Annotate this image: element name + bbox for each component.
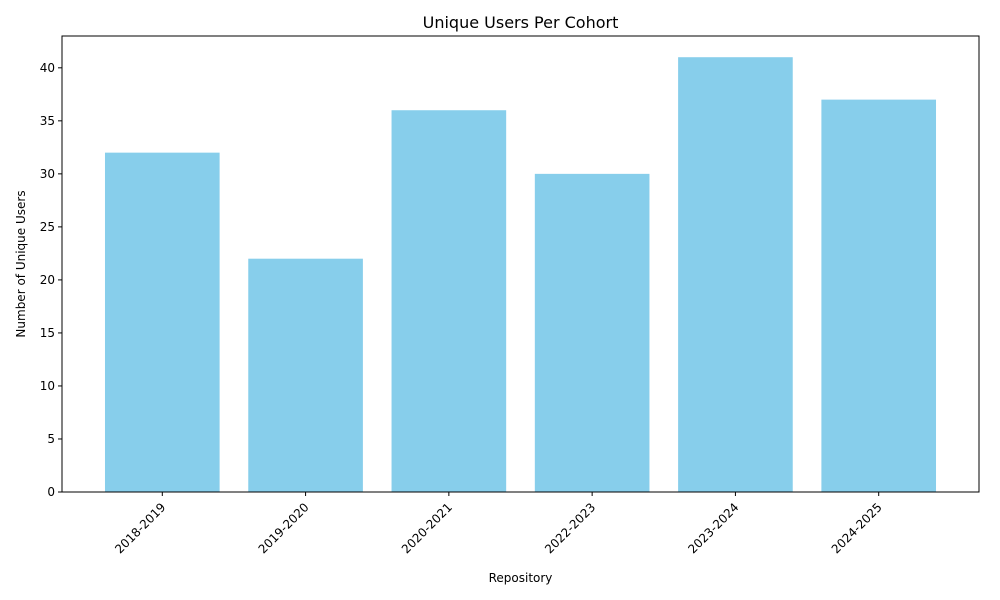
plot-frame bbox=[61, 35, 980, 493]
bar-2022-2023 bbox=[534, 173, 650, 492]
chart-title: Unique Users Per Cohort bbox=[423, 13, 619, 32]
y-tick-label: 35 bbox=[40, 114, 55, 128]
y-tick-label: 20 bbox=[40, 273, 55, 287]
y-tick-label: 40 bbox=[40, 61, 55, 75]
bar-2020-2021 bbox=[391, 110, 507, 493]
bar-2023-2024 bbox=[678, 57, 793, 493]
y-tick-label: 0 bbox=[47, 485, 55, 499]
y-axis-ticks: 0 5 10 15 20 25 30 35 40 bbox=[40, 61, 62, 499]
bar-2018-2019 bbox=[104, 152, 220, 492]
y-tick-label: 5 bbox=[47, 432, 55, 446]
y-tick-label: 10 bbox=[40, 379, 55, 393]
bars-group bbox=[104, 57, 937, 493]
x-axis-label: Repository bbox=[489, 571, 553, 585]
y-tick-label: 25 bbox=[40, 220, 55, 234]
y-axis-label: Number of Unique Users bbox=[14, 190, 28, 337]
y-tick-label: 30 bbox=[40, 167, 55, 181]
bar-2019-2020 bbox=[248, 258, 363, 492]
y-tick-label: 15 bbox=[40, 326, 55, 340]
bar-2024-2025 bbox=[821, 99, 937, 493]
